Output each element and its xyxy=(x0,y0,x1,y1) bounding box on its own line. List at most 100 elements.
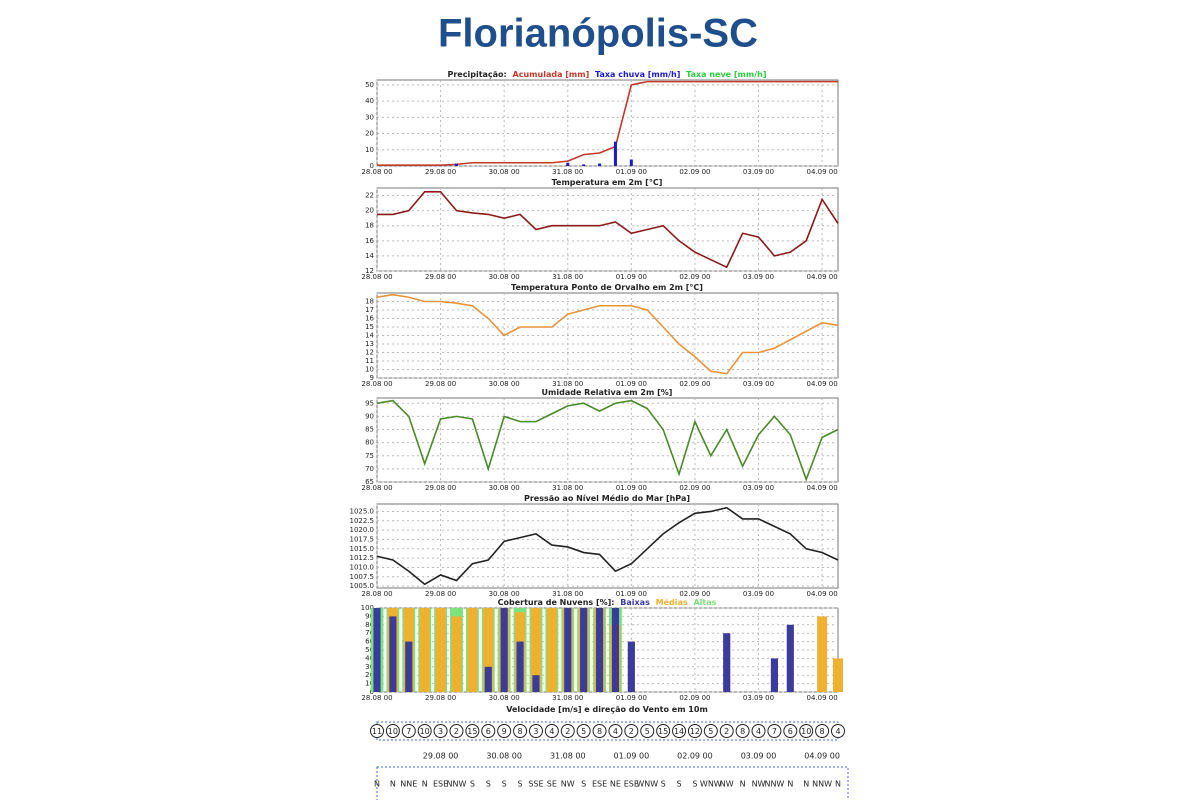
x-tick-label: 29.08 00 xyxy=(425,168,456,176)
wind-direction-label: N xyxy=(422,780,428,789)
chart-title: Temperatura Ponto de Orvalho em 2m [°C] xyxy=(511,283,703,292)
x-tick-label: 29.08 00 xyxy=(423,752,459,761)
x-tick-label: 31.08 00 xyxy=(552,168,583,176)
x-tick-label: 28.08 00 xyxy=(361,380,392,388)
wind-speed-label: 10 xyxy=(388,727,398,736)
x-tick-label: 03.09 00 xyxy=(743,380,774,388)
x-tick-label: 03.09 00 xyxy=(741,752,777,761)
wind-speed-label: 6 xyxy=(788,727,793,736)
wind-direction-label: N xyxy=(740,780,746,789)
wind-direction-label: NW xyxy=(561,780,575,789)
wind-speed-label: 4 xyxy=(613,727,618,736)
wind-speed-label: 6 xyxy=(486,727,491,736)
y-tick-label: 10 xyxy=(365,366,374,374)
wind-direction-label: NNW xyxy=(764,780,784,789)
x-tick-label: 01.09 00 xyxy=(614,752,650,761)
wind-speed-label: 2 xyxy=(454,727,459,736)
y-tick-label: 14 xyxy=(365,332,374,340)
wind-speed-label: 10 xyxy=(801,727,811,736)
wind-direction-label: N xyxy=(787,780,793,789)
wind-speed-label: 8 xyxy=(597,727,602,736)
wind-speed-marker xyxy=(656,724,671,738)
chart-title: Temperatura em 2m [°C] xyxy=(552,178,663,187)
y-tick-label: 17 xyxy=(365,306,374,314)
wind-speed-label: 15 xyxy=(467,727,477,736)
title-text: Cobertura de Nuvens [%]: xyxy=(498,598,615,607)
x-tick-label: 31.08 00 xyxy=(552,694,583,702)
y-tick-label: 1017.5 xyxy=(350,535,375,543)
wind-direction-label: ESE xyxy=(592,780,607,789)
bar xyxy=(566,162,570,166)
legend-entry: Altas xyxy=(693,598,716,607)
wind-speed-label: 11 xyxy=(372,727,382,736)
wind-speed-marker xyxy=(624,724,639,738)
bar xyxy=(405,641,413,692)
y-tick-label: 18 xyxy=(365,222,374,230)
y-tick-label: 70 xyxy=(365,465,374,473)
wind-speed-label: 12 xyxy=(690,727,700,736)
wind-direction-label: NNE xyxy=(400,780,417,789)
bar xyxy=(582,164,586,166)
x-tick-label: 02.09 00 xyxy=(679,484,710,492)
bar xyxy=(530,608,541,692)
chart-title: Precipitação: Acumulada [mm] Taxa chuva … xyxy=(448,70,767,79)
wind-direction-label: NNW xyxy=(447,780,467,789)
x-tick-label: 02.09 00 xyxy=(677,752,713,761)
bar xyxy=(373,608,381,692)
bar xyxy=(595,608,604,692)
y-tick-label: 1010.0 xyxy=(350,563,375,571)
x-tick-label: 03.09 00 xyxy=(743,694,774,702)
y-tick-label: 70 xyxy=(365,629,374,637)
wind-speed-label: 8 xyxy=(820,727,825,736)
x-tick-label: 28.08 00 xyxy=(361,273,392,281)
y-tick-label: 100 xyxy=(361,604,374,612)
wind-direction-label: N xyxy=(803,780,809,789)
x-tick-label: 02.09 00 xyxy=(679,168,710,176)
x-tick-label: 30.08 00 xyxy=(486,752,522,761)
x-tick-label: 28.08 00 xyxy=(361,590,392,598)
wind-speed-label: 8 xyxy=(518,727,523,736)
wind-direction-label: ESE xyxy=(624,780,639,789)
wind-speed-label: 5 xyxy=(645,727,650,736)
x-tick-label: 01.09 00 xyxy=(616,380,647,388)
x-tick-label: 29.08 00 xyxy=(425,380,456,388)
wind-speed-label: 4 xyxy=(835,727,840,736)
wind-speed-marker xyxy=(401,724,416,738)
x-tick-label: 31.08 00 xyxy=(552,380,583,388)
x-tick-label: 04.09 00 xyxy=(804,752,840,761)
x-tick-label: 04.09 00 xyxy=(807,273,838,281)
wind-direction-label: SE xyxy=(547,780,557,789)
wind-direction-label: SSE xyxy=(528,780,543,789)
bar xyxy=(723,633,731,692)
wind-speed-marker xyxy=(528,724,543,738)
wind-speed-marker xyxy=(465,724,480,738)
data-line xyxy=(376,399,839,482)
x-tick-label: 28.08 00 xyxy=(361,484,392,492)
wind-direction-label: S xyxy=(486,780,491,789)
wind-speed-label: 15 xyxy=(658,727,668,736)
bar xyxy=(613,141,617,166)
wind-speed-marker xyxy=(417,724,432,738)
wind-speed-marker xyxy=(703,724,718,738)
x-tick-label: 04.09 00 xyxy=(807,694,838,702)
bar xyxy=(451,616,462,692)
bar xyxy=(817,616,828,692)
y-tick-label: 20 xyxy=(365,671,374,679)
wind-direction-label: NE xyxy=(610,780,621,789)
wind-speed-marker xyxy=(783,724,798,738)
x-tick-label: 31.08 00 xyxy=(552,590,583,598)
x-tick-label: 03.09 00 xyxy=(743,590,774,598)
x-tick-label: 29.08 00 xyxy=(425,484,456,492)
y-tick-label: 20 xyxy=(365,130,374,138)
y-tick-label: 85 xyxy=(365,426,374,434)
chart-title: Umidade Relativa em 2m [%] xyxy=(542,388,673,397)
wind-direction-label: NW xyxy=(720,780,734,789)
y-tick-label: 16 xyxy=(365,315,374,323)
wind-direction-label: ESE xyxy=(433,780,448,789)
wind-speed-label: 2 xyxy=(629,727,634,736)
x-tick-label: 01.09 00 xyxy=(616,590,647,598)
wind-speed-label: 10 xyxy=(420,727,430,736)
title-text: Pressão ao Nível Médio do Mar [hPa] xyxy=(524,493,690,503)
x-tick-label: 30.08 00 xyxy=(489,590,520,598)
